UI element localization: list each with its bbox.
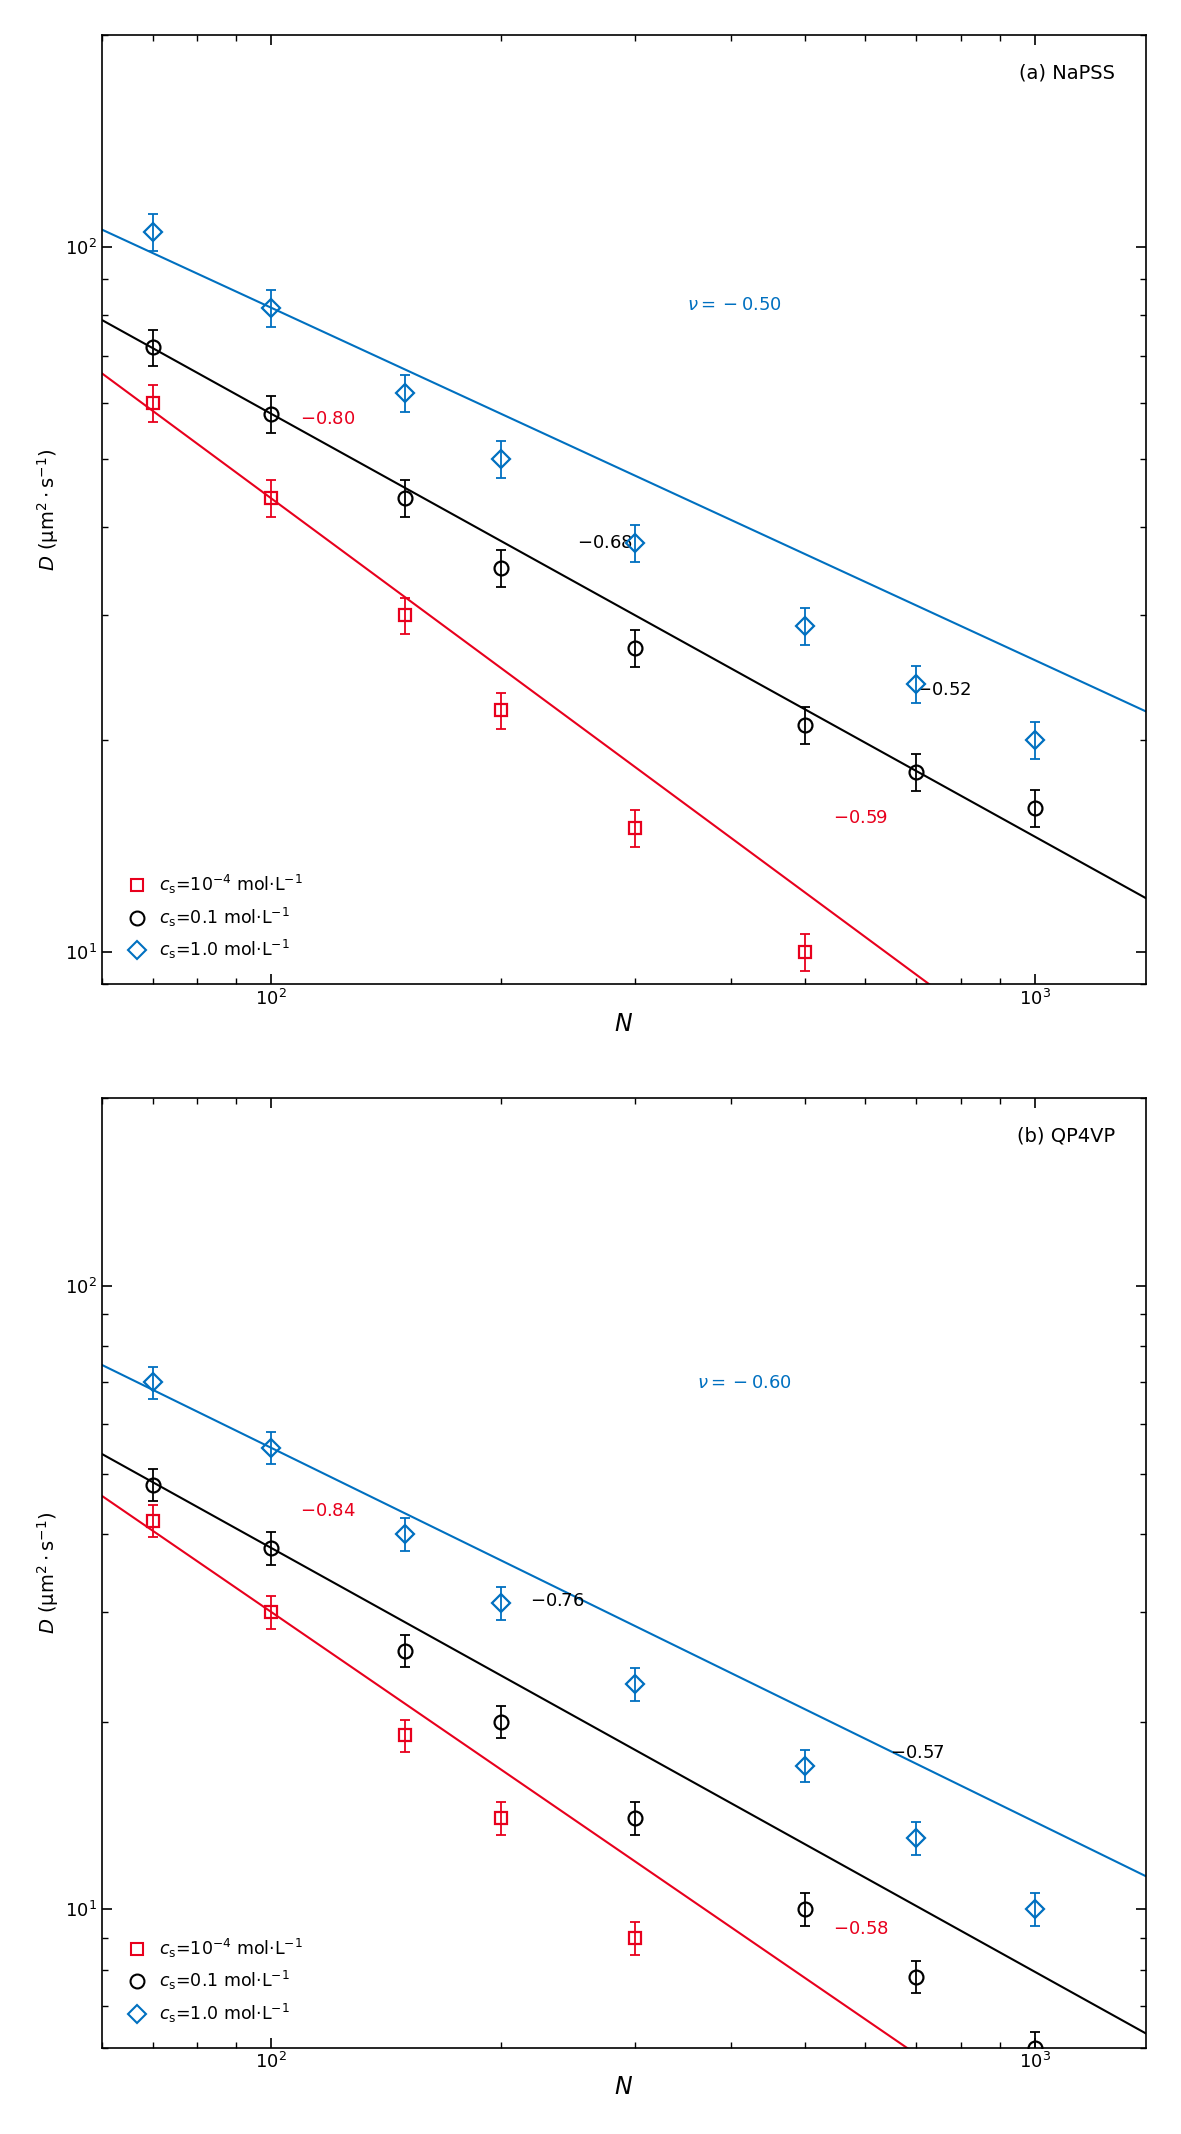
Text: $\nu=-0.60$: $\nu=-0.60$ — [697, 1374, 792, 1391]
Legend: $c_\mathrm{s}$=10$^{-4}$ mol·L$^{-1}$, $c_\mathrm{s}$=0.1 mol·L$^{-1}$, $c_\math: $c_\mathrm{s}$=10$^{-4}$ mol·L$^{-1}$, $… — [117, 1929, 309, 2032]
Text: (a) NaPSS: (a) NaPSS — [1019, 64, 1115, 83]
Text: $-0.52$: $-0.52$ — [916, 681, 972, 698]
Text: $-0.80$: $-0.80$ — [300, 410, 355, 429]
Text: $\nu=-0.50$: $\nu=-0.50$ — [686, 297, 782, 314]
Text: $-0.68$: $-0.68$ — [578, 534, 633, 551]
Text: (b) QP4VP: (b) QP4VP — [1017, 1127, 1115, 1146]
Legend: $c_\mathrm{s}$=10$^{-4}$ mol·L$^{-1}$, $c_\mathrm{s}$=0.1 mol·L$^{-1}$, $c_\math: $c_\mathrm{s}$=10$^{-4}$ mol·L$^{-1}$, $… — [117, 866, 309, 969]
Y-axis label: $D\ \mathrm{(\mu m^2 \cdot s^{-1})}$: $D\ \mathrm{(\mu m^2 \cdot s^{-1})}$ — [34, 1511, 60, 1635]
Text: $-0.59$: $-0.59$ — [833, 809, 888, 826]
Text: $-0.57$: $-0.57$ — [890, 1743, 945, 1763]
X-axis label: $N$: $N$ — [614, 1012, 633, 1035]
Text: $-0.76$: $-0.76$ — [530, 1592, 585, 1611]
X-axis label: $N$: $N$ — [614, 2074, 633, 2100]
Text: $-0.58$: $-0.58$ — [833, 1921, 889, 1938]
Text: $-0.84$: $-0.84$ — [300, 1502, 355, 1519]
Y-axis label: $D\ \mathrm{(\mu m^2 \cdot s^{-1})}$: $D\ \mathrm{(\mu m^2 \cdot s^{-1})}$ — [34, 448, 60, 570]
